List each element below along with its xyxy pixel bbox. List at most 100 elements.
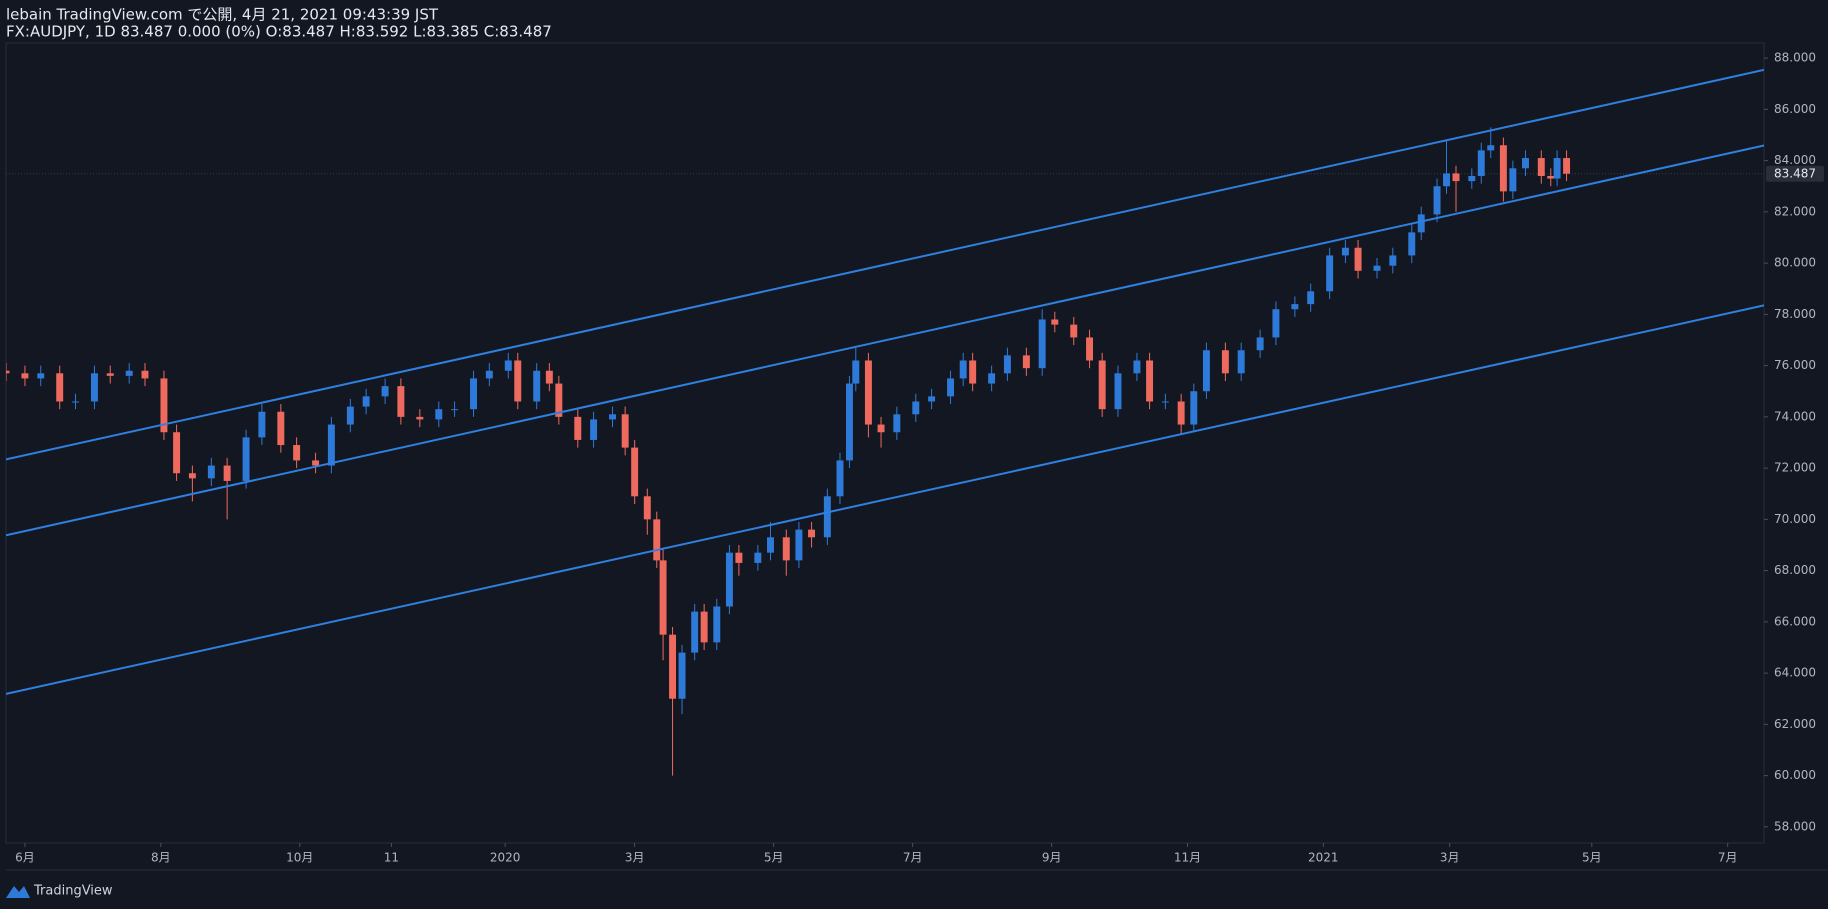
candle-body	[808, 529, 816, 538]
candle-body	[381, 386, 389, 397]
candle-body	[631, 447, 639, 497]
candle-body	[1468, 175, 1476, 182]
y-tick-label: 66.000	[1774, 614, 1816, 628]
candle-body	[1354, 247, 1362, 271]
candle-body	[1477, 150, 1485, 176]
candle-body	[1291, 304, 1299, 310]
candle-body	[795, 529, 803, 561]
candle-body	[1563, 158, 1571, 174]
candle-body	[959, 360, 967, 379]
y-tick-label: 60.000	[1774, 768, 1816, 782]
candle-body	[1114, 373, 1122, 410]
candle-body	[767, 537, 774, 553]
y-tick-label: 68.000	[1774, 563, 1816, 577]
candle-body	[754, 552, 762, 563]
candle-body	[1161, 401, 1169, 403]
candle-body	[312, 460, 320, 466]
x-tick-label: 10月	[286, 851, 313, 865]
plot-area	[6, 68, 1764, 776]
candle-body	[735, 552, 743, 563]
x-tick-label: 7月	[903, 851, 923, 865]
candle-body	[782, 537, 790, 561]
candle-body	[713, 606, 721, 643]
candle-body	[836, 460, 844, 497]
x-tick-label: 2020	[490, 851, 521, 865]
candle-body	[988, 373, 996, 384]
candle-body	[877, 424, 885, 433]
candle-body	[691, 611, 699, 653]
y-tick-label: 64.000	[1774, 666, 1816, 680]
candle-body	[504, 360, 512, 371]
candle-body	[470, 378, 478, 410]
x-tick-label: 3月	[625, 851, 645, 865]
y-tick-label: 78.000	[1774, 307, 1816, 321]
header-line1: lebain TradingView.com で公開, 4月 21, 2021 …	[6, 6, 439, 24]
candle-body	[6, 370, 10, 374]
candle-body	[346, 406, 354, 425]
candle-body	[928, 396, 936, 402]
last-price-box	[1766, 165, 1824, 182]
x-tick-label: 5月	[764, 851, 784, 865]
candle-body	[947, 378, 955, 397]
y-tick-label: 86.000	[1774, 102, 1816, 116]
candle-body	[141, 370, 149, 379]
x-tick-label: 2021	[1308, 851, 1339, 865]
channel-line	[6, 68, 1764, 461]
header-line2: FX:AUDJPY, 1D 83.487 0.000 (0%) O:83.487…	[6, 23, 552, 41]
candle-body	[173, 432, 181, 474]
candle-body	[643, 496, 651, 520]
y-tick-label: 82.000	[1774, 204, 1816, 218]
candle-body	[242, 437, 250, 481]
candle-body	[397, 386, 405, 417]
candle-body	[1098, 360, 1106, 410]
candle-body	[125, 370, 133, 376]
candle-body	[207, 465, 215, 479]
candle-body	[1086, 337, 1094, 361]
candle-body	[277, 411, 285, 446]
candle-body	[258, 411, 266, 438]
candle-body	[1443, 173, 1450, 187]
y-tick-label: 62.000	[1774, 717, 1816, 731]
candle-body	[1341, 247, 1349, 256]
candle-body	[678, 652, 686, 699]
candle-body	[621, 414, 629, 448]
candle-body	[1070, 324, 1078, 338]
candle-body	[56, 373, 64, 402]
candle-body	[1051, 319, 1059, 325]
candle-body	[362, 396, 370, 407]
y-tick-label: 70.000	[1774, 512, 1816, 526]
footer-brand[interactable]: TradingView	[33, 884, 113, 899]
candle-body	[72, 401, 79, 403]
candle-body	[1537, 158, 1545, 176]
candle-body	[545, 370, 553, 384]
candle-body	[160, 378, 168, 433]
x-tick-label: 11月	[1174, 851, 1201, 865]
candle-body	[1499, 145, 1507, 192]
candle-body	[1417, 214, 1425, 233]
candle-body	[1433, 186, 1441, 215]
candle-body	[609, 414, 617, 420]
candle-body	[1190, 391, 1198, 425]
candle-body	[1522, 158, 1529, 169]
candle-body	[823, 496, 831, 538]
candle-body	[700, 611, 708, 643]
candle-body	[590, 419, 598, 440]
candle-body	[1547, 175, 1555, 179]
y-tick-label: 88.000	[1774, 51, 1816, 65]
candle-body	[1146, 360, 1154, 402]
candle-body	[1272, 309, 1280, 338]
x-tick-label: 5月	[1582, 851, 1602, 865]
candle-body	[1389, 255, 1397, 266]
candle-body	[669, 634, 677, 699]
candle-body	[435, 409, 443, 420]
candle-body	[90, 373, 98, 402]
candle-body	[188, 473, 196, 479]
candle-body	[1307, 291, 1315, 305]
x-tick-label: 3月	[1440, 851, 1460, 865]
last-price-label: 83.487	[1774, 166, 1816, 180]
x-tick-label: 8月	[151, 851, 171, 865]
channel-line	[6, 304, 1764, 695]
tradingview-logo	[6, 886, 30, 898]
